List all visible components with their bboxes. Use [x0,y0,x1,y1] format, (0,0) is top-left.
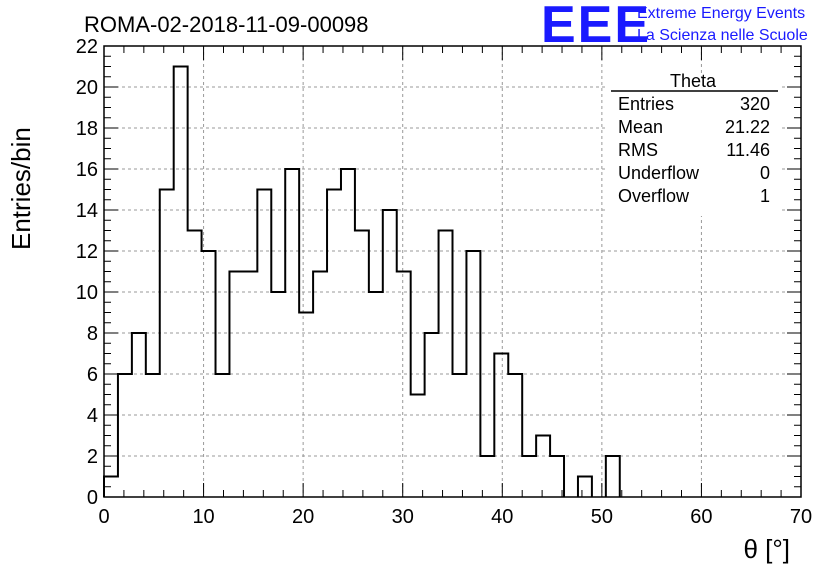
y-tick-label: 10 [76,282,98,304]
y-tick-label: 6 [87,364,98,386]
x-tick-label: 50 [591,506,613,528]
y-tick-label: 18 [76,118,98,140]
x-tick-label: 10 [192,506,214,528]
y-tick-label: 20 [76,77,98,99]
y-tick-label: 12 [76,241,98,263]
stats-value: 1 [760,186,770,206]
x-tick-label: 30 [392,506,414,528]
stats-value: 11.46 [726,140,770,160]
logo-line-1: Extreme Energy Events [637,5,805,22]
logo-mark: EEE [541,0,651,54]
stats-box: Theta Entries 320 Mean 21.22 RMS 11.46 Underfl… [608,71,780,216]
y-tick-label: 0 [87,487,98,509]
stats-value: 320 [740,94,770,114]
x-axis-label: θ [°] [743,534,790,564]
y-axis-label: Entries/bin [6,127,36,250]
x-tick-label: 40 [491,506,513,528]
logo-line-2: La Scienza nelle Scuole [637,27,808,44]
y-tick-label: 2 [87,446,98,468]
y-tick-label: 4 [87,405,98,427]
stats-box-background [608,78,780,216]
stats-label: Underflow [618,163,700,183]
y-tick-label: 14 [76,200,98,222]
stats-label: Mean [618,117,663,137]
stats-rows: Entries 320 Mean 21.22 RMS 11.46 Underflow 0 Ove… [618,94,770,206]
stats-label: RMS [618,140,658,160]
histogram-series [103,65,621,497]
x-tick-label: 60 [690,506,712,528]
x-tick-label: 70 [790,506,812,528]
stats-label: Entries [618,94,674,114]
stats-box-title: Theta [670,71,717,91]
stats-label: Overflow [618,186,690,206]
y-tick-label: 8 [87,323,98,345]
x-tick-label: 20 [292,506,314,528]
x-tick-label: 0 [98,506,109,528]
stats-value: 21.22 [725,117,770,137]
eee-logo: EEE Extreme Energy Events La Scienza nel… [541,0,808,54]
y-tick-label: 16 [76,159,98,181]
axis-ticks [103,45,802,498]
stats-value: 0 [760,163,770,183]
chart-title: ROMA-02-2018-11-09-00098 [84,12,369,37]
y-tick-label: 22 [76,36,98,58]
